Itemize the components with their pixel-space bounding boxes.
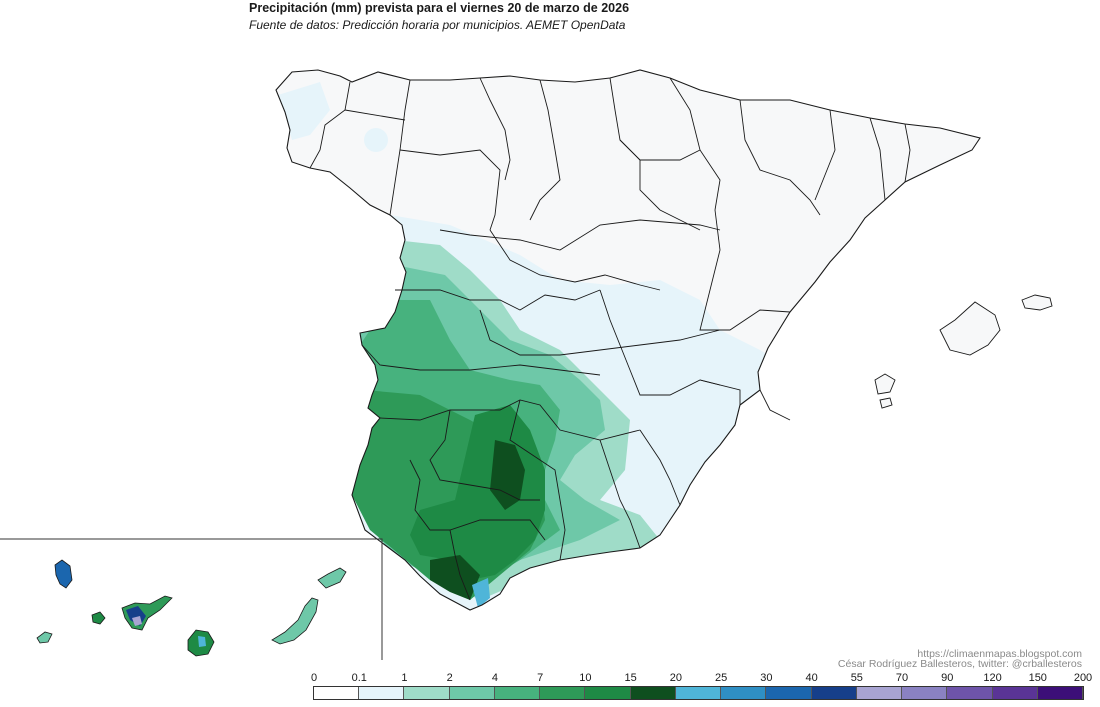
- island-menorca: [1021, 294, 1053, 311]
- map-subtitle: Fuente de datos: Predicción horaria por …: [249, 18, 626, 32]
- canary-islands-inset: [0, 538, 383, 660]
- island-lanzarote: [317, 567, 347, 589]
- credit-url: https://climaenmapas.blogspot.com: [917, 648, 1082, 660]
- balearic-islands: [874, 294, 1053, 409]
- field-0.1-1mm-galicia: [364, 128, 388, 152]
- island-la-gomera: [91, 611, 106, 625]
- island-ibiza: [874, 373, 896, 395]
- province-borders: [275, 69, 981, 611]
- island-el-hierro: [36, 631, 53, 644]
- field-15-20mm: [490, 440, 525, 510]
- island-formentera: [879, 397, 893, 409]
- credit-author: César Rodríguez Ballesteros, twitter: @c…: [837, 658, 1082, 670]
- field-20-25mm: [472, 578, 490, 608]
- island-fuerteventura: [271, 597, 319, 645]
- field-15-20mm-south: [430, 555, 480, 600]
- field-0.1-1mm-north: [278, 82, 330, 140]
- map-title: Precipitación (mm) prevista para el vier…: [249, 1, 630, 15]
- island-mallorca: [939, 301, 1001, 356]
- island-la-palma: [54, 559, 73, 589]
